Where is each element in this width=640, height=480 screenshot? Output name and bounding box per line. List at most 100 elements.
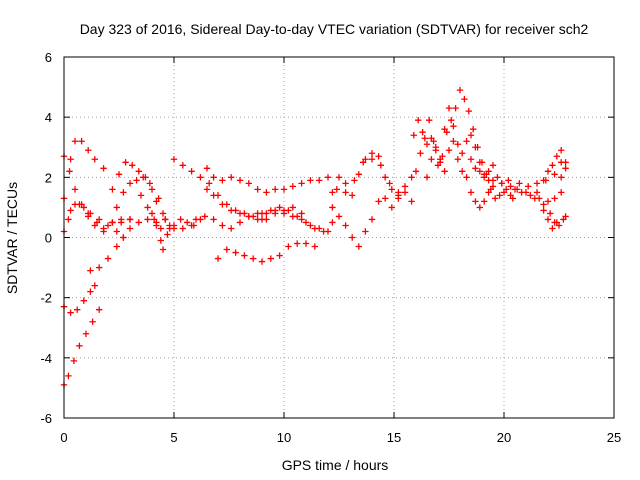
- data-point: [481, 171, 488, 178]
- data-point: [228, 225, 235, 232]
- data-point: [258, 210, 266, 217]
- data-point: [533, 180, 541, 187]
- data-point: [368, 150, 376, 157]
- data-point: [210, 192, 217, 199]
- series-arc-10: [109, 216, 195, 232]
- data-point: [335, 213, 343, 220]
- data-point: [118, 219, 125, 226]
- data-point: [316, 177, 323, 184]
- series-arc-12: [148, 210, 167, 253]
- data-point: [494, 174, 501, 181]
- series-arc-1: [60, 195, 134, 241]
- data-point: [129, 162, 136, 169]
- data-point: [298, 216, 305, 223]
- data-point: [206, 180, 213, 187]
- data-point: [408, 174, 415, 181]
- data-point: [527, 192, 534, 199]
- data-point: [87, 288, 94, 295]
- data-point: [76, 201, 83, 208]
- data-point: [311, 225, 318, 232]
- data-point: [551, 171, 558, 178]
- data-point: [417, 150, 424, 157]
- data-point: [476, 159, 483, 166]
- data-point: [439, 153, 446, 160]
- series-arc-21: [333, 156, 402, 199]
- data-point: [113, 228, 120, 235]
- data-point: [177, 216, 184, 223]
- data-point: [148, 186, 156, 193]
- data-point: [197, 174, 204, 181]
- plot-frame: [63, 56, 615, 419]
- data-point: [192, 216, 200, 223]
- data-point: [89, 318, 96, 325]
- series-arc-5: [60, 282, 98, 316]
- data-point: [500, 189, 508, 196]
- data-point: [267, 255, 274, 262]
- data-point: [144, 204, 151, 211]
- series-arc-14: [203, 186, 305, 223]
- data-point: [470, 126, 477, 133]
- data-point: [115, 171, 123, 178]
- data-point: [507, 183, 514, 190]
- data-point: [203, 186, 211, 193]
- data-point: [120, 234, 127, 241]
- data-point: [533, 189, 541, 196]
- data-point: [540, 201, 547, 208]
- data-point: [104, 222, 112, 229]
- data-point: [294, 213, 301, 220]
- data-point: [377, 162, 384, 169]
- data-point: [126, 180, 134, 187]
- data-point: [133, 177, 140, 184]
- data-point: [386, 180, 393, 187]
- data-point: [302, 219, 310, 226]
- data-point: [525, 183, 532, 190]
- series-arc-9: [113, 174, 173, 229]
- data-point: [272, 186, 279, 193]
- data-point: [148, 210, 156, 217]
- data-point: [423, 141, 431, 148]
- data-point: [441, 168, 448, 175]
- data-point: [489, 162, 497, 169]
- data-point: [164, 231, 171, 238]
- y-tick-label: 6: [45, 50, 52, 65]
- data-point: [558, 189, 565, 196]
- data-point: [170, 156, 178, 163]
- y-tick-label: 0: [45, 231, 52, 246]
- data-point: [307, 177, 314, 184]
- series-arc-3: [67, 138, 107, 172]
- data-point: [472, 165, 479, 172]
- data-point: [153, 198, 160, 205]
- data-point: [401, 189, 409, 196]
- data-point: [450, 122, 457, 130]
- x-tick-label: 25: [607, 430, 621, 445]
- data-point: [421, 135, 428, 142]
- data-point: [113, 204, 120, 211]
- series-arc-17: [214, 240, 318, 265]
- data-point: [551, 195, 558, 202]
- data-point: [302, 240, 310, 247]
- data-point: [481, 198, 488, 205]
- data-point: [70, 357, 78, 365]
- data-point: [85, 147, 92, 154]
- data-point: [263, 216, 270, 223]
- data-point: [320, 228, 327, 235]
- data-point: [540, 177, 547, 184]
- data-point: [472, 144, 479, 151]
- y-tick-label: -2: [40, 291, 52, 306]
- data-point: [401, 183, 409, 190]
- data-point: [448, 116, 455, 124]
- data-point: [342, 189, 349, 196]
- data-point: [289, 204, 296, 211]
- data-point: [445, 147, 453, 154]
- data-point: [245, 180, 252, 187]
- data-point: [87, 267, 94, 274]
- data-point: [426, 116, 433, 124]
- series-arc-30: [540, 207, 567, 232]
- data-point: [430, 138, 437, 145]
- data-point: [228, 207, 235, 214]
- data-point: [236, 210, 244, 217]
- data-point: [144, 216, 151, 223]
- data-point: [388, 186, 395, 193]
- data-point: [67, 156, 74, 163]
- grid-lines: [64, 57, 614, 418]
